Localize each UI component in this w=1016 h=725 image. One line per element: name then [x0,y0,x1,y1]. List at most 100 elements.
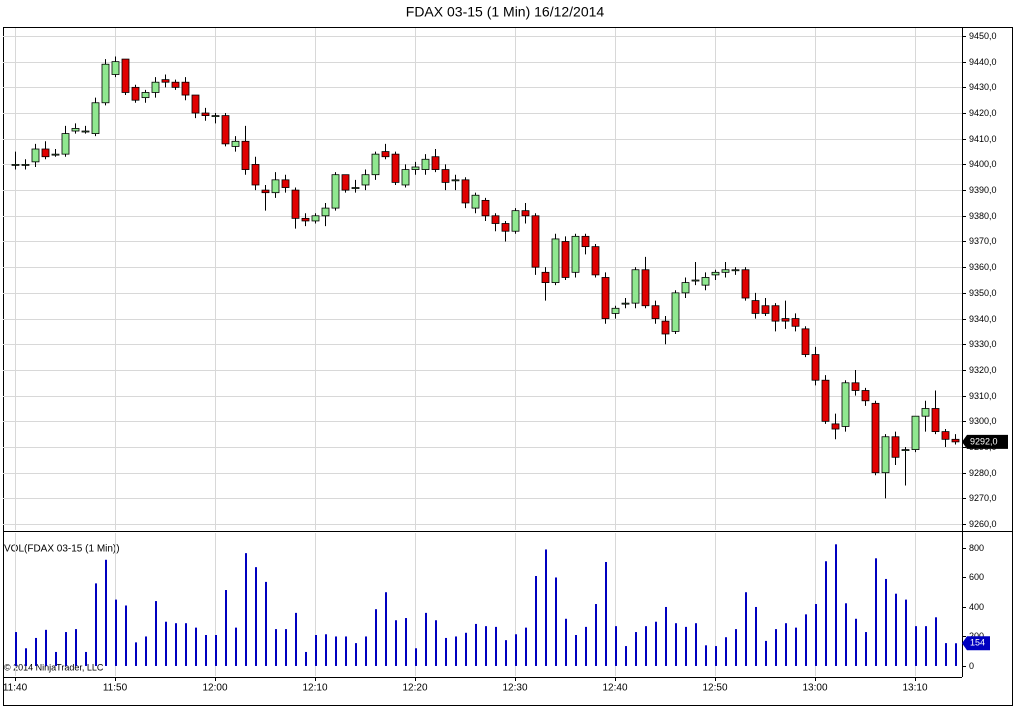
candle-body [691,279,700,282]
volume-bar [175,623,177,666]
volume-bar [765,640,767,666]
volume-bar [445,637,447,666]
y-tick-label: 200 [969,631,984,641]
volume-bar [615,626,617,666]
candle-body [491,215,500,224]
volume-bar [85,651,87,666]
volume-bar [895,593,897,666]
x-tick-label: 13:10 [902,683,927,694]
y-tick-label: 9270,0 [969,493,997,503]
volume-bar [705,645,707,666]
volume-bar [135,642,137,666]
y-tick-label: 9450,0 [969,31,997,41]
volume-bar [915,626,917,666]
candle-body [521,210,530,217]
volume-bar [115,599,117,666]
x-tick-label: 12:10 [302,683,327,694]
candle-body [251,164,260,186]
candle-body [541,271,550,283]
volume-bar [495,626,497,666]
candle-body [821,379,830,422]
volume-bar [25,648,27,666]
volume-bar [595,604,597,666]
volume-marker [962,636,990,651]
candle-body [621,302,630,305]
candle-body [611,307,620,314]
volume-bar [715,646,717,666]
x-tick-label: 12:30 [502,683,527,694]
volume-bar [735,629,737,666]
candle-body [121,58,130,93]
candle-body [291,189,300,219]
y-tick-label: 9410,0 [969,134,997,144]
candle-body [221,115,230,145]
volume-bar [645,626,647,666]
y-tick-label: 600 [969,572,984,582]
candle-body [141,92,150,99]
candle-body [951,438,960,443]
copyright: © 2014 NinjaTrader, LLC [4,662,104,672]
candle-body [11,164,20,166]
y-tick-label: 9430,0 [969,82,997,92]
x-tick-label: 12:00 [202,683,227,694]
candle-body [461,179,470,204]
candle-body [421,158,430,170]
volume-bar [395,620,397,666]
volume-bar [535,576,537,666]
candle-body [381,151,390,158]
volume-bar [35,637,37,666]
candle-body [391,153,400,183]
y-tick-label: 9340,0 [969,314,997,324]
volume-bar [65,632,67,666]
volume-bar [205,634,207,666]
candle-body [581,235,590,248]
candle-body [761,305,770,314]
candle-body [781,318,790,322]
candle-body [431,156,440,170]
candle-body [171,81,180,88]
price-marker [962,434,1008,449]
volume-bar [335,636,337,666]
y-tick-label: 9440,0 [969,57,997,67]
candle-body [51,153,60,156]
y-tick-label: 800 [969,543,984,553]
candle-body [881,436,890,474]
volume-bar [575,634,577,666]
volume-bar [15,632,17,666]
volume-bar [315,634,317,666]
candle-body [111,61,120,75]
y-tick-label: 9330,0 [969,339,997,349]
volume-bar [125,605,127,666]
candle-body [941,431,950,440]
x-tick-label: 12:50 [702,683,727,694]
candle-body [861,390,870,402]
candle-body [371,153,380,176]
candle-body [511,210,520,232]
candle-body [561,241,570,278]
volume-bar [505,640,507,666]
volume-bar [425,612,427,666]
volume-bar [605,561,607,666]
candle-body [231,140,240,147]
volume-bar [635,632,637,666]
y-tick-label: 9360,0 [969,262,997,272]
volume-bar [695,623,697,666]
candle-body [751,300,760,314]
volume-bar [725,637,727,666]
volume-bar [865,632,867,666]
x-tick-label: 12:40 [602,683,627,694]
y-tick-label: 0 [969,661,974,671]
candle-body [101,63,110,104]
volume-bar [75,629,77,666]
candle-body [841,382,850,427]
volume-bar [465,632,467,666]
volume-bar [365,636,367,666]
volume-bar [955,643,957,666]
candle-body [61,133,70,155]
candle-body [501,223,510,232]
chart-title: FDAX 03-15 (1 Min) 16/12/2014 [406,4,605,20]
volume-bar [265,581,267,666]
volume-bar [845,603,847,666]
candle-body [411,166,420,170]
